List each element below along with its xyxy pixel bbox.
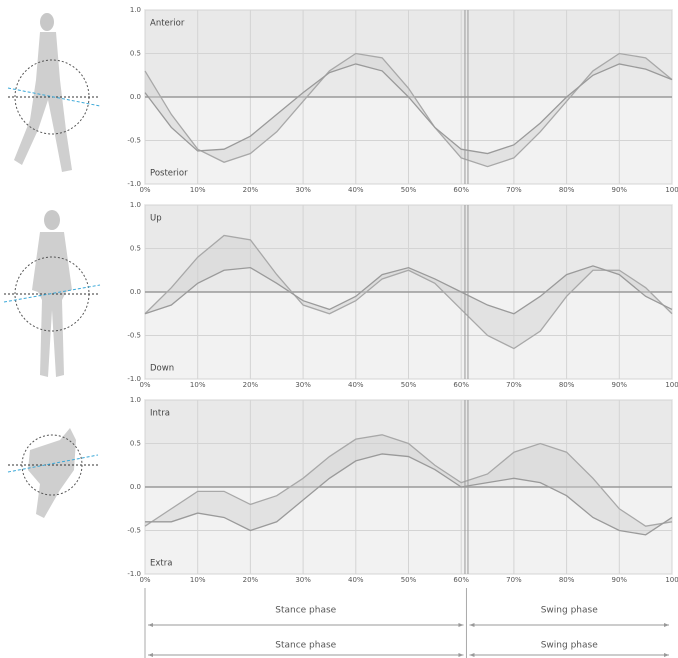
band-fill xyxy=(145,235,672,349)
y-tick-label: 1.0 xyxy=(130,201,141,209)
top-label: Anterior xyxy=(150,19,185,29)
phase-label: Stance phase xyxy=(275,606,336,616)
series-line xyxy=(144,434,673,527)
x-tick-label: 10% xyxy=(190,186,206,194)
x-tick-label: 50% xyxy=(401,186,417,194)
series-line xyxy=(144,265,673,315)
x-tick-label: 30% xyxy=(295,186,311,194)
phase-label: Swing phase xyxy=(541,606,598,616)
figure-sagittal xyxy=(7,13,101,172)
y-tick-label: 0.0 xyxy=(130,288,141,296)
series-line xyxy=(144,52,673,168)
figure-transverse xyxy=(7,428,99,518)
x-tick-label: 30% xyxy=(295,576,311,584)
x-tick-label: 40% xyxy=(348,381,364,389)
series-line xyxy=(144,234,673,350)
y-tick-label: -0.5 xyxy=(127,527,141,535)
x-tick-label: 10% xyxy=(190,576,206,584)
x-tick-label: 60% xyxy=(453,576,469,584)
x-tick-label: 40% xyxy=(348,576,364,584)
y-tick-label: -1.0 xyxy=(127,180,141,188)
y-tick-label: -1.0 xyxy=(127,570,141,578)
top-label: Up xyxy=(150,214,162,224)
x-tick-label: 20% xyxy=(243,381,259,389)
x-tick-label: 0% xyxy=(139,576,150,584)
x-tick-label: 60% xyxy=(453,186,469,194)
bottom-label: Posterior xyxy=(150,169,188,179)
x-tick-label: 80% xyxy=(559,576,575,584)
series-line xyxy=(144,63,673,155)
x-tick-label: 90% xyxy=(612,186,628,194)
x-tick-label: 20% xyxy=(243,576,259,584)
y-tick-label: 1.0 xyxy=(130,6,141,14)
y-tick-label: 0.5 xyxy=(130,440,141,448)
x-tick-label: 70% xyxy=(506,381,522,389)
x-tick-label: 30% xyxy=(295,381,311,389)
phase-label: Stance phase xyxy=(275,641,336,651)
series-line xyxy=(145,453,673,536)
x-tick-label: 10% xyxy=(190,381,206,389)
y-tick-label: 0.5 xyxy=(130,50,141,58)
x-tick-label: 60% xyxy=(453,381,469,389)
x-tick-label: 100 xyxy=(665,576,678,584)
x-tick-label: 0% xyxy=(139,381,150,389)
x-tick-label: 100 xyxy=(665,186,678,194)
y-tick-label: 0.5 xyxy=(130,245,141,253)
x-tick-label: 80% xyxy=(559,381,575,389)
x-tick-label: 90% xyxy=(612,381,628,389)
x-tick-label: 50% xyxy=(401,576,417,584)
bottom-label: Extra xyxy=(150,559,172,569)
y-tick-label: 1.0 xyxy=(130,396,141,404)
x-tick-label: 80% xyxy=(559,186,575,194)
y-tick-label: -1.0 xyxy=(127,375,141,383)
y-tick-label: -0.5 xyxy=(127,332,141,340)
x-tick-label: 20% xyxy=(243,186,259,194)
y-tick-label: 0.0 xyxy=(130,93,141,101)
x-tick-label: 90% xyxy=(612,576,628,584)
y-tick-label: 0.0 xyxy=(130,483,141,491)
band-fill xyxy=(145,434,672,535)
x-tick-label: 40% xyxy=(348,186,364,194)
top-label: Intra xyxy=(150,409,170,419)
y-tick-label: -0.5 xyxy=(127,137,141,145)
x-tick-label: 50% xyxy=(401,381,417,389)
phase-label: Swing phase xyxy=(541,641,598,651)
figure-frontal xyxy=(3,210,101,377)
x-tick-label: 70% xyxy=(506,186,522,194)
x-tick-label: 100 xyxy=(665,381,678,389)
bottom-label: Down xyxy=(150,364,174,374)
x-tick-label: 70% xyxy=(506,576,522,584)
x-tick-label: 0% xyxy=(139,186,150,194)
